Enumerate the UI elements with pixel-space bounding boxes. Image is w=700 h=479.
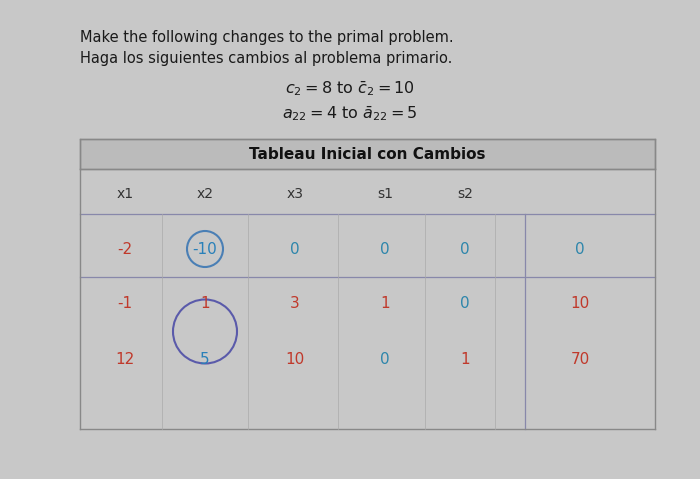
Text: 0: 0	[575, 241, 584, 256]
Text: $a_{22} = 4$ to $\bar{a}_{22} = 5$: $a_{22} = 4$ to $\bar{a}_{22} = 5$	[282, 104, 418, 123]
Text: 10: 10	[286, 352, 304, 366]
Text: -2: -2	[118, 241, 132, 256]
Text: 12: 12	[116, 352, 134, 366]
Text: 3: 3	[290, 297, 300, 311]
Text: 1: 1	[380, 297, 390, 311]
Text: Haga los siguientes cambios al problema primario.: Haga los siguientes cambios al problema …	[80, 51, 452, 66]
Text: 0: 0	[460, 297, 470, 311]
Text: x3: x3	[286, 187, 304, 201]
Text: 0: 0	[290, 241, 300, 256]
Text: 70: 70	[570, 352, 589, 366]
Text: x2: x2	[197, 187, 214, 201]
Text: Tableau Inicial con Cambios: Tableau Inicial con Cambios	[249, 147, 486, 161]
Text: -1: -1	[118, 297, 132, 311]
Text: 10: 10	[570, 297, 589, 311]
Text: Make the following changes to the primal problem.: Make the following changes to the primal…	[80, 30, 454, 45]
Text: x1: x1	[116, 187, 134, 201]
Text: $c_2 = 8$ to $\bar{c}_2 = 10$: $c_2 = 8$ to $\bar{c}_2 = 10$	[285, 79, 415, 98]
Text: 0: 0	[380, 241, 390, 256]
Text: 5: 5	[200, 352, 210, 366]
Text: 1: 1	[200, 297, 210, 311]
Text: -10: -10	[193, 241, 218, 256]
Text: 0: 0	[460, 241, 470, 256]
FancyBboxPatch shape	[80, 139, 655, 169]
Text: s1: s1	[377, 187, 393, 201]
Text: 1: 1	[460, 352, 470, 366]
Text: s2: s2	[457, 187, 473, 201]
Text: 0: 0	[380, 352, 390, 366]
